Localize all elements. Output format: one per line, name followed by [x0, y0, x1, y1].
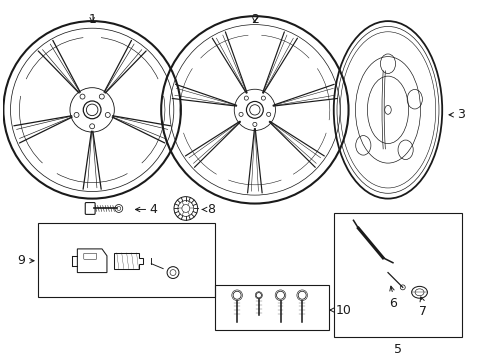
- Text: 6: 6: [389, 297, 397, 310]
- Text: 9: 9: [17, 254, 25, 267]
- Text: 7: 7: [418, 305, 426, 318]
- Text: 4: 4: [149, 203, 157, 216]
- Text: 10: 10: [336, 303, 352, 316]
- Text: 3: 3: [457, 108, 465, 121]
- Text: 2: 2: [251, 13, 259, 26]
- Text: 1: 1: [88, 13, 96, 26]
- Text: 8: 8: [208, 203, 216, 216]
- Text: 5: 5: [394, 343, 402, 356]
